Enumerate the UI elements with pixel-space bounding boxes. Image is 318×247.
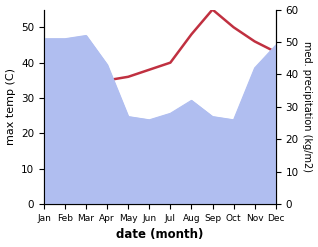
Y-axis label: med. precipitation (kg/m2): med. precipitation (kg/m2) xyxy=(302,41,313,172)
X-axis label: date (month): date (month) xyxy=(116,228,204,242)
Y-axis label: max temp (C): max temp (C) xyxy=(5,68,16,145)
